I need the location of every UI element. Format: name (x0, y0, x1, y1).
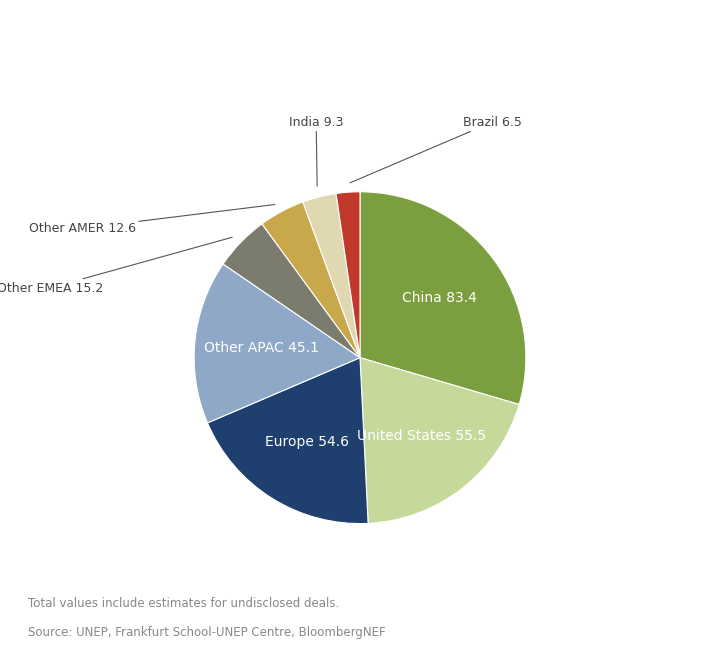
Text: Other APAC 45.1: Other APAC 45.1 (204, 341, 318, 355)
Text: India 9.3: India 9.3 (289, 115, 343, 186)
Wedge shape (360, 192, 526, 405)
Wedge shape (207, 358, 368, 523)
Wedge shape (360, 358, 519, 523)
Text: Total values include estimates for undisclosed deals.: Total values include estimates for undis… (28, 597, 340, 610)
Wedge shape (303, 194, 360, 358)
Text: Brazil 6.5: Brazil 6.5 (350, 115, 522, 183)
Wedge shape (336, 192, 360, 358)
Wedge shape (223, 224, 360, 358)
Text: BY REGION, 2019, $BN: BY REGION, 2019, $BN (18, 65, 204, 80)
Wedge shape (262, 202, 360, 358)
Text: Europe 54.6: Europe 54.6 (265, 435, 349, 449)
Text: Other AMER 12.6: Other AMER 12.6 (29, 204, 275, 235)
Text: Source: UNEP, Frankfurt School-UNEP Centre, BloombergNEF: Source: UNEP, Frankfurt School-UNEP Cent… (28, 627, 386, 639)
Text: China 83.4: China 83.4 (402, 291, 477, 305)
Text: United States 55.5: United States 55.5 (357, 429, 486, 443)
Text: FIGURE 10. INVESTMENT IN RENEWABLE ENERGY CAPACITY: FIGURE 10. INVESTMENT IN RENEWABLE ENERG… (18, 31, 507, 46)
Text: Other EMEA 15.2: Other EMEA 15.2 (0, 237, 232, 295)
Wedge shape (194, 264, 360, 423)
